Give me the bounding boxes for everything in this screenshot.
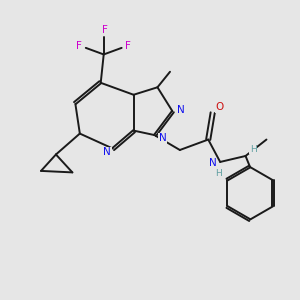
Text: N: N (159, 133, 167, 143)
Text: O: O (215, 102, 224, 112)
Text: F: F (125, 41, 131, 51)
Text: N: N (103, 147, 111, 157)
Text: F: F (76, 41, 82, 51)
Text: N: N (209, 158, 217, 168)
Text: H: H (250, 145, 256, 154)
Text: N: N (177, 105, 184, 115)
Text: H: H (215, 169, 222, 178)
Text: F: F (102, 25, 107, 35)
